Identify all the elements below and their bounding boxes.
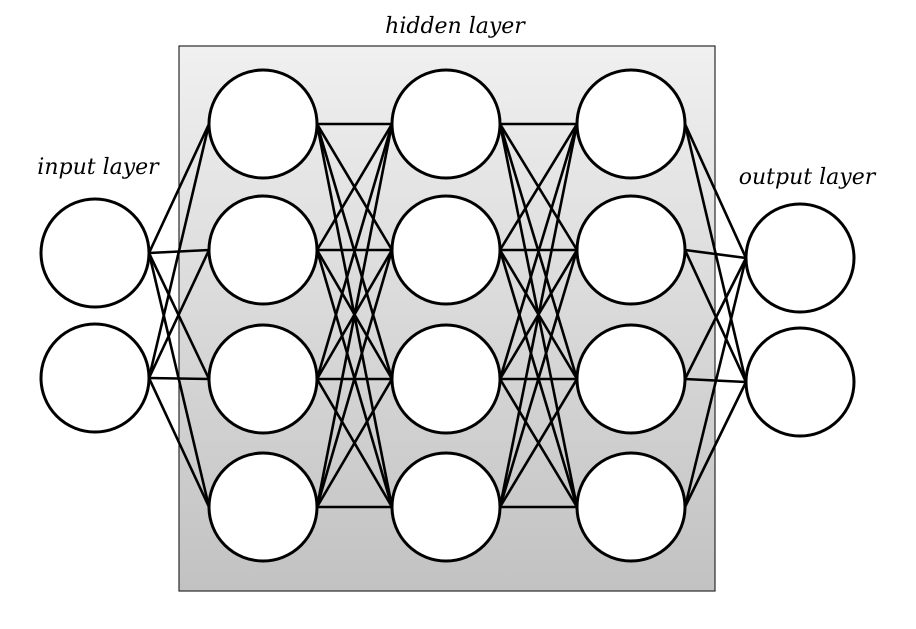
connections [147,122,748,509]
input-neuron-1 [39,197,151,309]
hidden-layer-label: hidden layer [385,14,526,39]
hidden-3-neuron-4 [575,451,687,563]
hidden-2-neuron-2 [390,194,502,306]
output-neuron-2 [744,326,856,438]
connection-input-2-to-hidden-1-1 [147,123,211,379]
connection-hidden-1-4-to-hidden-2-3 [315,378,394,508]
connection-hidden-3-3-to-output-1 [683,257,748,380]
hidden-1-neuron-1 [207,68,319,180]
connection-input-1-to-hidden-1-1 [147,123,211,254]
hidden-3-neuron-3 [575,323,687,435]
hidden-3-neuron-2 [575,194,687,306]
input-layer-label: input layer [37,155,160,180]
connection-hidden-2-3-to-hidden-3-1 [498,123,579,380]
connection-input-1-to-hidden-1-4 [147,252,211,508]
connection-hidden-1-4-to-hidden-2-1 [315,123,394,508]
connection-hidden-2-4-to-hidden-3-2 [498,249,579,508]
hidden-2-neuron-3 [390,323,502,435]
connection-hidden-3-1-to-output-1 [683,123,748,259]
neurons [39,68,856,563]
connection-hidden-2-2-to-hidden-3-1 [498,123,579,251]
connection-hidden-3-4-to-output-2 [683,381,748,508]
input-neuron-2 [39,322,151,434]
connection-hidden-1-4-to-hidden-2-2 [315,249,394,508]
hidden-1-neuron-3 [207,323,319,435]
connection-input-2-to-hidden-1-2 [147,249,211,379]
connection-hidden-3-4-to-output-1 [683,257,748,508]
connection-hidden-2-4-to-hidden-3-1 [498,123,579,508]
hidden-3-neuron-1 [575,68,687,180]
connection-hidden-3-2-to-output-1 [684,248,747,260]
connection-hidden-1-2-to-hidden-2-1 [315,123,394,251]
connection-input-2-to-hidden-1-3 [148,376,210,381]
connection-input-2-to-hidden-1-4 [147,377,211,508]
hidden-2-neuron-4 [390,451,502,563]
hidden-1-neuron-2 [207,194,319,306]
hidden-1-neuron-4 [207,451,319,563]
connection-hidden-1-3-to-hidden-2-1 [315,123,394,380]
output-neuron-1 [744,202,856,314]
hidden-2-neuron-1 [390,68,502,180]
output-layer-label: output layer [739,165,877,190]
connection-hidden-2-4-to-hidden-3-3 [498,378,579,508]
